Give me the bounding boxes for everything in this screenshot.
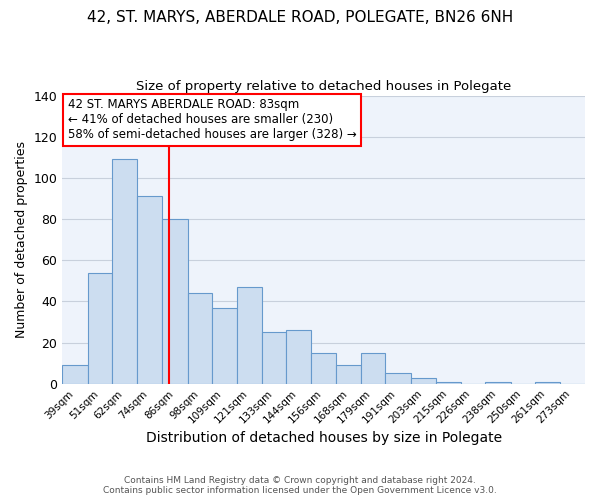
- Bar: [411, 378, 436, 384]
- Bar: [337, 365, 361, 384]
- Bar: [311, 353, 337, 384]
- Bar: [262, 332, 286, 384]
- Bar: [286, 330, 311, 384]
- Text: 42 ST. MARYS ABERDALE ROAD: 83sqm
← 41% of detached houses are smaller (230)
58%: 42 ST. MARYS ABERDALE ROAD: 83sqm ← 41% …: [68, 98, 356, 142]
- Bar: [188, 293, 212, 384]
- Title: Size of property relative to detached houses in Polegate: Size of property relative to detached ho…: [136, 80, 511, 93]
- X-axis label: Distribution of detached houses by size in Polegate: Distribution of detached houses by size …: [146, 431, 502, 445]
- Bar: [485, 382, 511, 384]
- Bar: [361, 353, 385, 384]
- Bar: [385, 374, 411, 384]
- Bar: [236, 287, 262, 384]
- Bar: [137, 196, 162, 384]
- Bar: [436, 382, 461, 384]
- Bar: [535, 382, 560, 384]
- Text: Contains HM Land Registry data © Crown copyright and database right 2024.
Contai: Contains HM Land Registry data © Crown c…: [103, 476, 497, 495]
- Text: 42, ST. MARYS, ABERDALE ROAD, POLEGATE, BN26 6NH: 42, ST. MARYS, ABERDALE ROAD, POLEGATE, …: [87, 10, 513, 25]
- Bar: [112, 160, 137, 384]
- Bar: [62, 365, 88, 384]
- Bar: [212, 308, 236, 384]
- Bar: [162, 219, 188, 384]
- Y-axis label: Number of detached properties: Number of detached properties: [15, 141, 28, 338]
- Bar: [88, 272, 112, 384]
